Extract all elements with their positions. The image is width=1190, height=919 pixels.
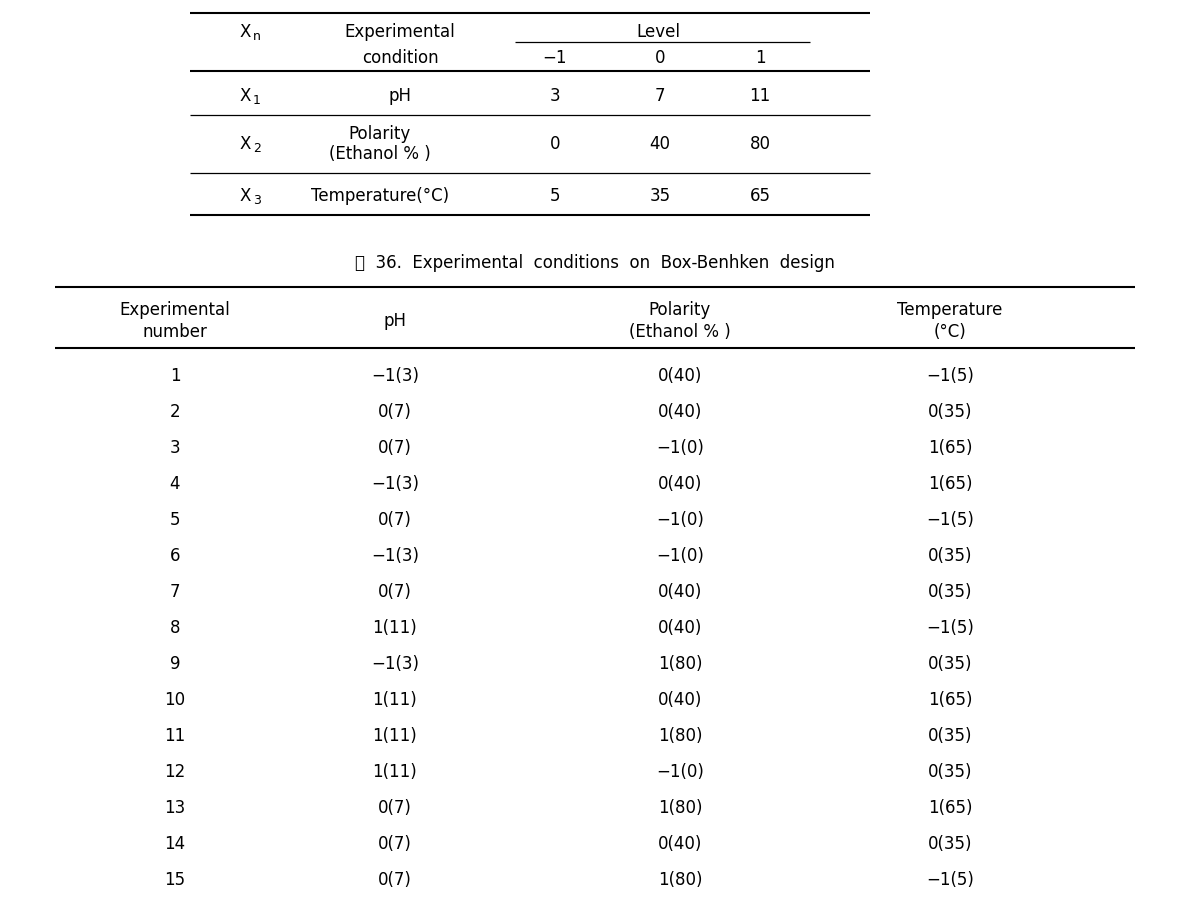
Text: 0(40): 0(40)	[658, 583, 702, 600]
Text: 0(35): 0(35)	[928, 403, 972, 421]
Text: 11: 11	[750, 87, 771, 105]
Text: −1(0): −1(0)	[656, 438, 704, 457]
Text: 1(11): 1(11)	[372, 726, 418, 744]
Text: 0(35): 0(35)	[928, 547, 972, 564]
Text: 12: 12	[164, 762, 186, 780]
Text: 1(65): 1(65)	[928, 690, 972, 709]
Text: 1: 1	[253, 94, 261, 107]
Text: 0(7): 0(7)	[378, 403, 412, 421]
Text: 7: 7	[170, 583, 180, 600]
Text: 5: 5	[170, 510, 180, 528]
Text: 0(40): 0(40)	[658, 474, 702, 493]
Text: 0(7): 0(7)	[378, 583, 412, 600]
Text: 14: 14	[164, 834, 186, 852]
Text: 6: 6	[170, 547, 180, 564]
Text: 1: 1	[754, 49, 765, 67]
Text: 1: 1	[170, 367, 181, 384]
Text: −1(5): −1(5)	[926, 510, 973, 528]
Text: (Ethanol % ): (Ethanol % )	[330, 145, 431, 163]
Text: 0(7): 0(7)	[378, 834, 412, 852]
Text: 1(65): 1(65)	[928, 474, 972, 493]
Text: −1(0): −1(0)	[656, 510, 704, 528]
Text: 0(40): 0(40)	[658, 834, 702, 852]
Text: 0: 0	[654, 49, 665, 67]
Text: n: n	[253, 29, 261, 42]
Text: Experimental: Experimental	[345, 23, 456, 41]
Text: Experimental: Experimental	[120, 301, 231, 319]
Text: Polarity: Polarity	[349, 125, 411, 142]
Text: −1(3): −1(3)	[371, 547, 419, 564]
Text: Temperature(°C): Temperature(°C)	[311, 187, 449, 205]
Text: 1(11): 1(11)	[372, 618, 418, 636]
Text: 0(7): 0(7)	[378, 510, 412, 528]
Text: X: X	[239, 187, 251, 205]
Text: 1(80): 1(80)	[658, 654, 702, 673]
Text: −1(0): −1(0)	[656, 762, 704, 780]
Text: −1(5): −1(5)	[926, 367, 973, 384]
Text: 0(7): 0(7)	[378, 438, 412, 457]
Text: −1: −1	[543, 49, 568, 67]
Text: (Ethanol % ): (Ethanol % )	[630, 323, 731, 341]
Text: 0(7): 0(7)	[378, 798, 412, 816]
Text: 9: 9	[170, 654, 180, 673]
Text: 2: 2	[253, 142, 261, 154]
Text: 0(7): 0(7)	[378, 870, 412, 888]
Text: 0(40): 0(40)	[658, 618, 702, 636]
Text: 35: 35	[650, 187, 670, 205]
Text: 10: 10	[164, 690, 186, 709]
Text: −1(3): −1(3)	[371, 367, 419, 384]
Text: 15: 15	[164, 870, 186, 888]
Text: (°C): (°C)	[934, 323, 966, 341]
Text: 3: 3	[253, 193, 261, 206]
Text: 5: 5	[550, 187, 560, 205]
Text: 1(11): 1(11)	[372, 690, 418, 709]
Text: pH: pH	[388, 87, 412, 105]
Text: 0(40): 0(40)	[658, 367, 702, 384]
Text: 1(11): 1(11)	[372, 762, 418, 780]
Text: condition: condition	[362, 49, 438, 67]
Text: 0(40): 0(40)	[658, 690, 702, 709]
Text: 表  36.  Experimental  conditions  on  Box-Benhken  design: 表 36. Experimental conditions on Box-Ben…	[355, 254, 835, 272]
Text: number: number	[143, 323, 207, 341]
Text: 65: 65	[750, 187, 770, 205]
Text: X: X	[239, 23, 251, 41]
Text: 1(80): 1(80)	[658, 726, 702, 744]
Text: 8: 8	[170, 618, 180, 636]
Text: 0(35): 0(35)	[928, 654, 972, 673]
Text: pH: pH	[383, 312, 407, 330]
Text: 1(80): 1(80)	[658, 870, 702, 888]
Text: 3: 3	[550, 87, 560, 105]
Text: −1(0): −1(0)	[656, 547, 704, 564]
Text: 4: 4	[170, 474, 180, 493]
Text: 3: 3	[170, 438, 181, 457]
Text: 0(35): 0(35)	[928, 762, 972, 780]
Text: 1(80): 1(80)	[658, 798, 702, 816]
Text: 13: 13	[164, 798, 186, 816]
Text: 0(35): 0(35)	[928, 834, 972, 852]
Text: 1(65): 1(65)	[928, 438, 972, 457]
Text: 40: 40	[650, 135, 670, 153]
Text: −1(5): −1(5)	[926, 870, 973, 888]
Text: 80: 80	[750, 135, 770, 153]
Text: Level: Level	[637, 23, 681, 41]
Text: 11: 11	[164, 726, 186, 744]
Text: Polarity: Polarity	[649, 301, 712, 319]
Text: X: X	[239, 135, 251, 153]
Text: 0: 0	[550, 135, 560, 153]
Text: 0(35): 0(35)	[928, 583, 972, 600]
Text: −1(3): −1(3)	[371, 474, 419, 493]
Text: −1(3): −1(3)	[371, 654, 419, 673]
Text: X: X	[239, 87, 251, 105]
Text: 0(35): 0(35)	[928, 726, 972, 744]
Text: Temperature: Temperature	[897, 301, 1003, 319]
Text: −1(5): −1(5)	[926, 618, 973, 636]
Text: 7: 7	[654, 87, 665, 105]
Text: 1(65): 1(65)	[928, 798, 972, 816]
Text: 2: 2	[170, 403, 181, 421]
Text: 0(40): 0(40)	[658, 403, 702, 421]
